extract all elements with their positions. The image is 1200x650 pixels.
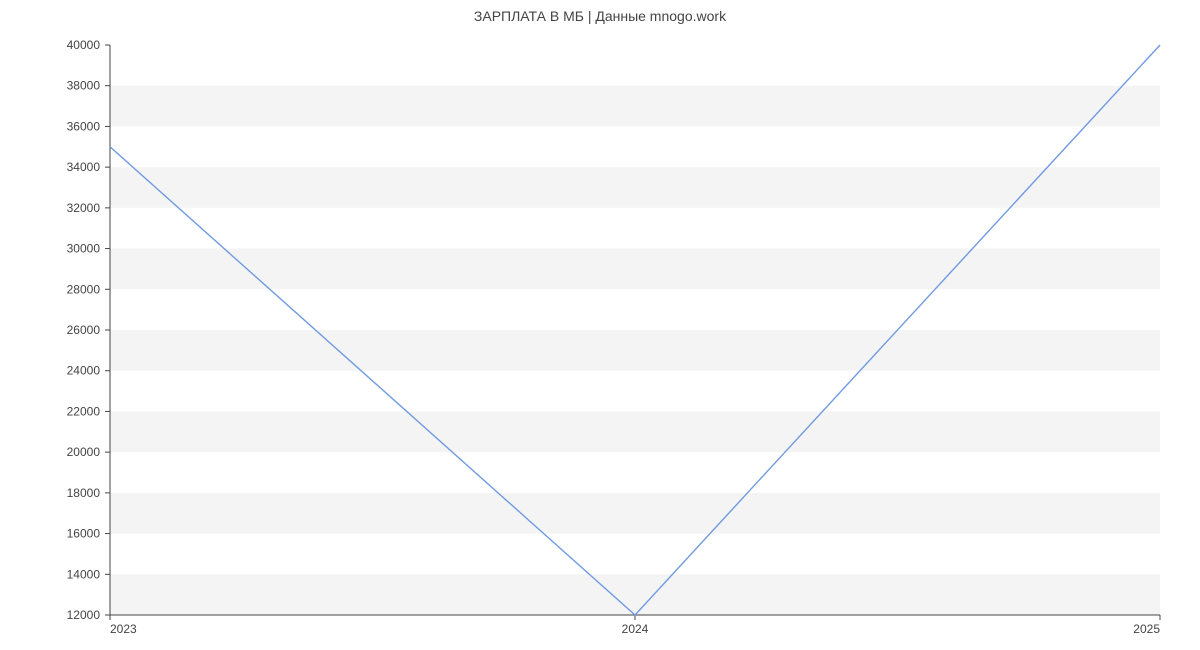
grid-band <box>110 86 1160 127</box>
x-tick-label: 2025 <box>1133 622 1160 636</box>
grid-band <box>110 330 1160 371</box>
chart-svg: 12000 14000 16000 18000 20000 22000 24000 26000… <box>0 0 1200 650</box>
y-tick-label: 20000 <box>67 445 101 459</box>
grid-band <box>110 167 1160 208</box>
y-tick-label: 18000 <box>67 486 101 500</box>
y-tick-label: 16000 <box>67 527 101 541</box>
grid-band <box>110 574 1160 615</box>
y-tick-label: 40000 <box>67 38 101 52</box>
grid-band <box>110 249 1160 290</box>
y-tick-label: 34000 <box>67 160 101 174</box>
y-tick-label: 26000 <box>67 323 101 337</box>
y-tick-label: 32000 <box>67 201 101 215</box>
y-tick-label: 24000 <box>67 364 101 378</box>
y-tick-label: 28000 <box>67 282 101 296</box>
y-tick-label: 38000 <box>67 79 101 93</box>
y-tick-label: 36000 <box>67 119 101 133</box>
y-tick-label: 12000 <box>67 608 101 622</box>
grid-band <box>110 493 1160 534</box>
x-tick-label: 2023 <box>110 622 137 636</box>
grid-band <box>110 411 1160 452</box>
y-tick-label: 30000 <box>67 242 101 256</box>
salary-line-chart: ЗАРПЛАТА В МБ | Данные mnogo.work 120001… <box>0 0 1200 650</box>
y-tick-label: 14000 <box>67 567 101 581</box>
y-tick-label: 22000 <box>67 404 101 418</box>
x-tick-label: 2024 <box>622 622 649 636</box>
